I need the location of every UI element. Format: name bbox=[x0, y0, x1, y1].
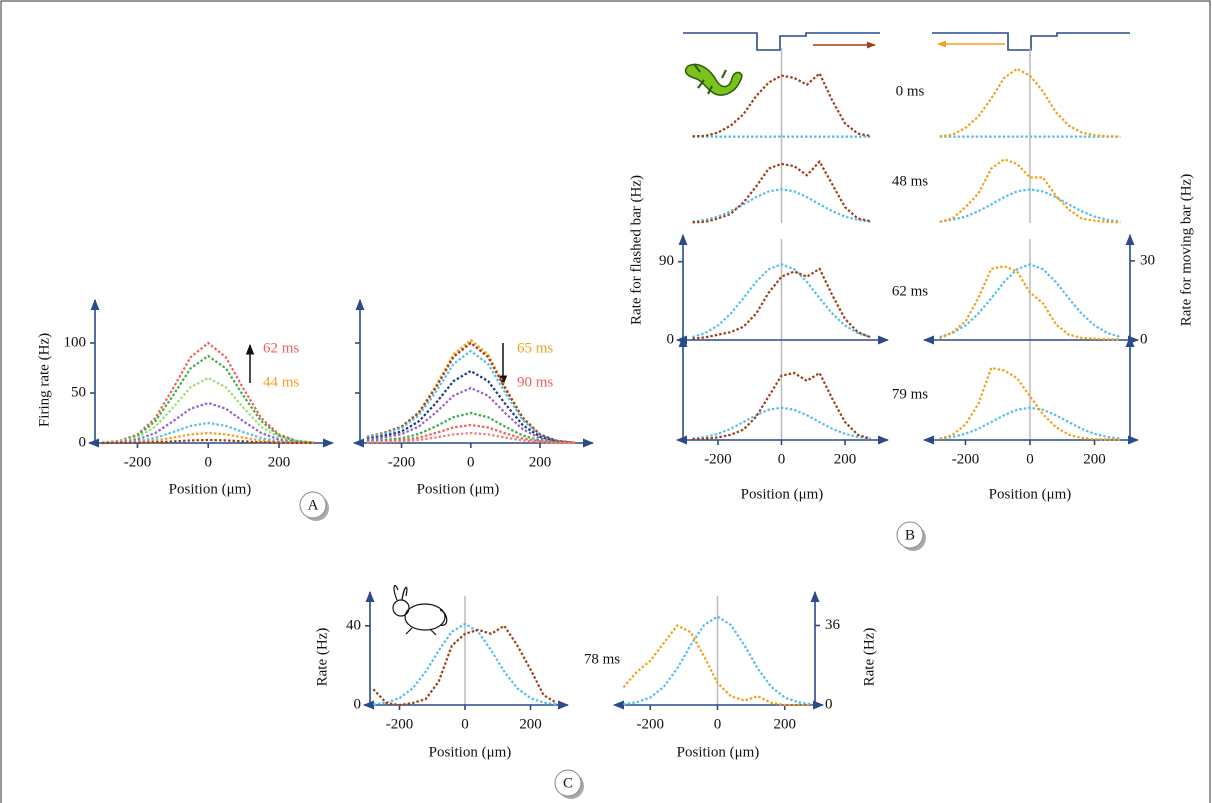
panel-label: A bbox=[308, 497, 319, 513]
x-tick-label: -200 bbox=[952, 451, 980, 467]
data-line bbox=[366, 341, 575, 444]
data-line bbox=[939, 158, 1121, 224]
y-tick-label: 100 bbox=[64, 334, 87, 350]
x-tick-label: -200 bbox=[704, 451, 732, 467]
y2-tick-label: 30 bbox=[1140, 252, 1155, 268]
x-tick-label: 200 bbox=[268, 454, 291, 470]
data-line bbox=[939, 188, 1121, 223]
data-line bbox=[102, 421, 315, 444]
stimulus-trace bbox=[932, 32, 1130, 51]
x-tick-label: -200 bbox=[386, 716, 414, 732]
data-line bbox=[101, 341, 315, 444]
annotation: 44 ms bbox=[263, 374, 299, 390]
x-tick-label: 0 bbox=[714, 716, 722, 732]
data-line bbox=[692, 263, 871, 339]
x-tick-label: 0 bbox=[778, 451, 786, 467]
annotation: 62 ms bbox=[263, 340, 299, 356]
data-line bbox=[692, 159, 871, 224]
x-axis-label: Position (μm) bbox=[169, 481, 252, 497]
data-line bbox=[622, 624, 812, 707]
y2-axis-label: Rate (Hz) bbox=[861, 628, 877, 687]
data-line bbox=[692, 188, 871, 223]
data-line bbox=[102, 438, 315, 445]
y-tick-label: 0 bbox=[79, 434, 87, 450]
y-tick-label: 50 bbox=[71, 384, 86, 400]
data-line bbox=[366, 411, 575, 444]
rabbit-icon bbox=[392, 585, 448, 636]
x-tick-label: 0 bbox=[1026, 451, 1034, 467]
data-line bbox=[939, 263, 1121, 339]
panel-label: C bbox=[563, 775, 573, 791]
panel-label-circle bbox=[299, 491, 327, 519]
y-tick-label: 40 bbox=[346, 617, 361, 633]
data-line bbox=[939, 366, 1121, 441]
x-tick-label: 200 bbox=[519, 716, 542, 732]
annotation: 90 ms bbox=[517, 374, 553, 390]
data-line bbox=[373, 622, 557, 706]
data-line bbox=[366, 369, 575, 444]
panel-label-circle bbox=[554, 769, 582, 797]
data-line bbox=[939, 265, 1121, 341]
x-tick-label: 200 bbox=[1083, 451, 1106, 467]
annotation: 79 ms bbox=[892, 386, 928, 402]
annotation: 65 ms bbox=[517, 340, 553, 356]
data-line bbox=[366, 423, 575, 444]
x-tick-label: 200 bbox=[529, 454, 552, 470]
data-line bbox=[692, 406, 871, 440]
x-axis-label: Position (μm) bbox=[417, 481, 500, 497]
x-tick-label: 200 bbox=[773, 716, 796, 732]
y-axis-label: Rate for flashed bar (Hz) bbox=[628, 175, 644, 325]
annotation: 62 ms bbox=[892, 283, 928, 299]
x-tick-label: 0 bbox=[467, 454, 475, 470]
x-axis-label: Position (μm) bbox=[677, 744, 760, 760]
data-line bbox=[102, 354, 315, 444]
data-line bbox=[939, 67, 1121, 138]
x-tick-label: 0 bbox=[461, 716, 469, 732]
annotation: 78 ms bbox=[584, 651, 620, 667]
y-tick-label: 0 bbox=[354, 696, 362, 712]
data-line bbox=[366, 386, 575, 444]
x-tick-label: -200 bbox=[124, 454, 152, 470]
data-line bbox=[692, 371, 871, 441]
y-tick-label: 0 bbox=[667, 331, 675, 347]
x-axis-label: Position (μm) bbox=[741, 486, 824, 502]
y2-tick-label: 0 bbox=[825, 696, 833, 712]
panel-label-circle bbox=[896, 521, 924, 549]
data-line bbox=[939, 406, 1121, 440]
x-axis-label: Position (μm) bbox=[989, 486, 1072, 502]
y2-axis-label: Rate for moving bar (Hz) bbox=[1178, 174, 1194, 326]
x-tick-label: 0 bbox=[204, 454, 212, 470]
annotation: 48 ms bbox=[892, 173, 928, 189]
x-tick-label: -200 bbox=[637, 716, 665, 732]
data-line bbox=[372, 624, 558, 707]
data-line bbox=[692, 71, 871, 138]
annotation: 0 ms bbox=[896, 83, 925, 99]
y-axis-label: Rate (Hz) bbox=[314, 628, 330, 687]
y2-tick-label: 0 bbox=[1140, 331, 1148, 347]
stimulus-trace bbox=[683, 32, 880, 51]
x-tick-label: -200 bbox=[388, 454, 416, 470]
data-line bbox=[623, 615, 812, 706]
x-axis-label: Position (μm) bbox=[429, 744, 512, 760]
panel-label: B bbox=[905, 527, 915, 543]
y-axis-label: Firing rate (Hz) bbox=[36, 333, 52, 427]
data-line bbox=[366, 349, 575, 444]
data-line bbox=[366, 431, 575, 445]
x-tick-label: 200 bbox=[834, 451, 857, 467]
salamander-icon bbox=[684, 63, 743, 96]
y-tick-label: 90 bbox=[659, 253, 674, 269]
y2-tick-label: 36 bbox=[825, 617, 841, 633]
